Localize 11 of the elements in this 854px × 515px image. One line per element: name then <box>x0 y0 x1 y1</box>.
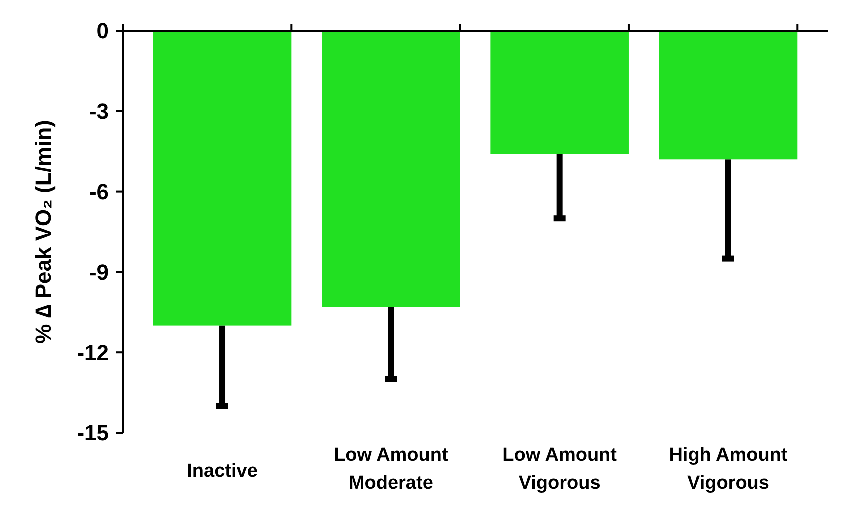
x-tick-label: Low Amount Vigorous <box>502 445 618 494</box>
y-tick-label: -3 <box>89 99 109 124</box>
y-tick-label: -15 <box>77 420 109 446</box>
y-tick-label: 0 <box>96 18 109 44</box>
x-tick-label: High Amount Vigorous <box>669 445 788 494</box>
y-axis-title: % ∆ Peak VO₂ (L/min) <box>31 120 56 344</box>
y-tick-label: -9 <box>89 260 109 285</box>
y-tick-label: -6 <box>89 180 109 204</box>
y-tick-label: -12 <box>77 340 109 366</box>
x-tick-label: Low Amount Moderate <box>334 445 450 494</box>
x-tick-label: Inactive <box>187 461 258 482</box>
